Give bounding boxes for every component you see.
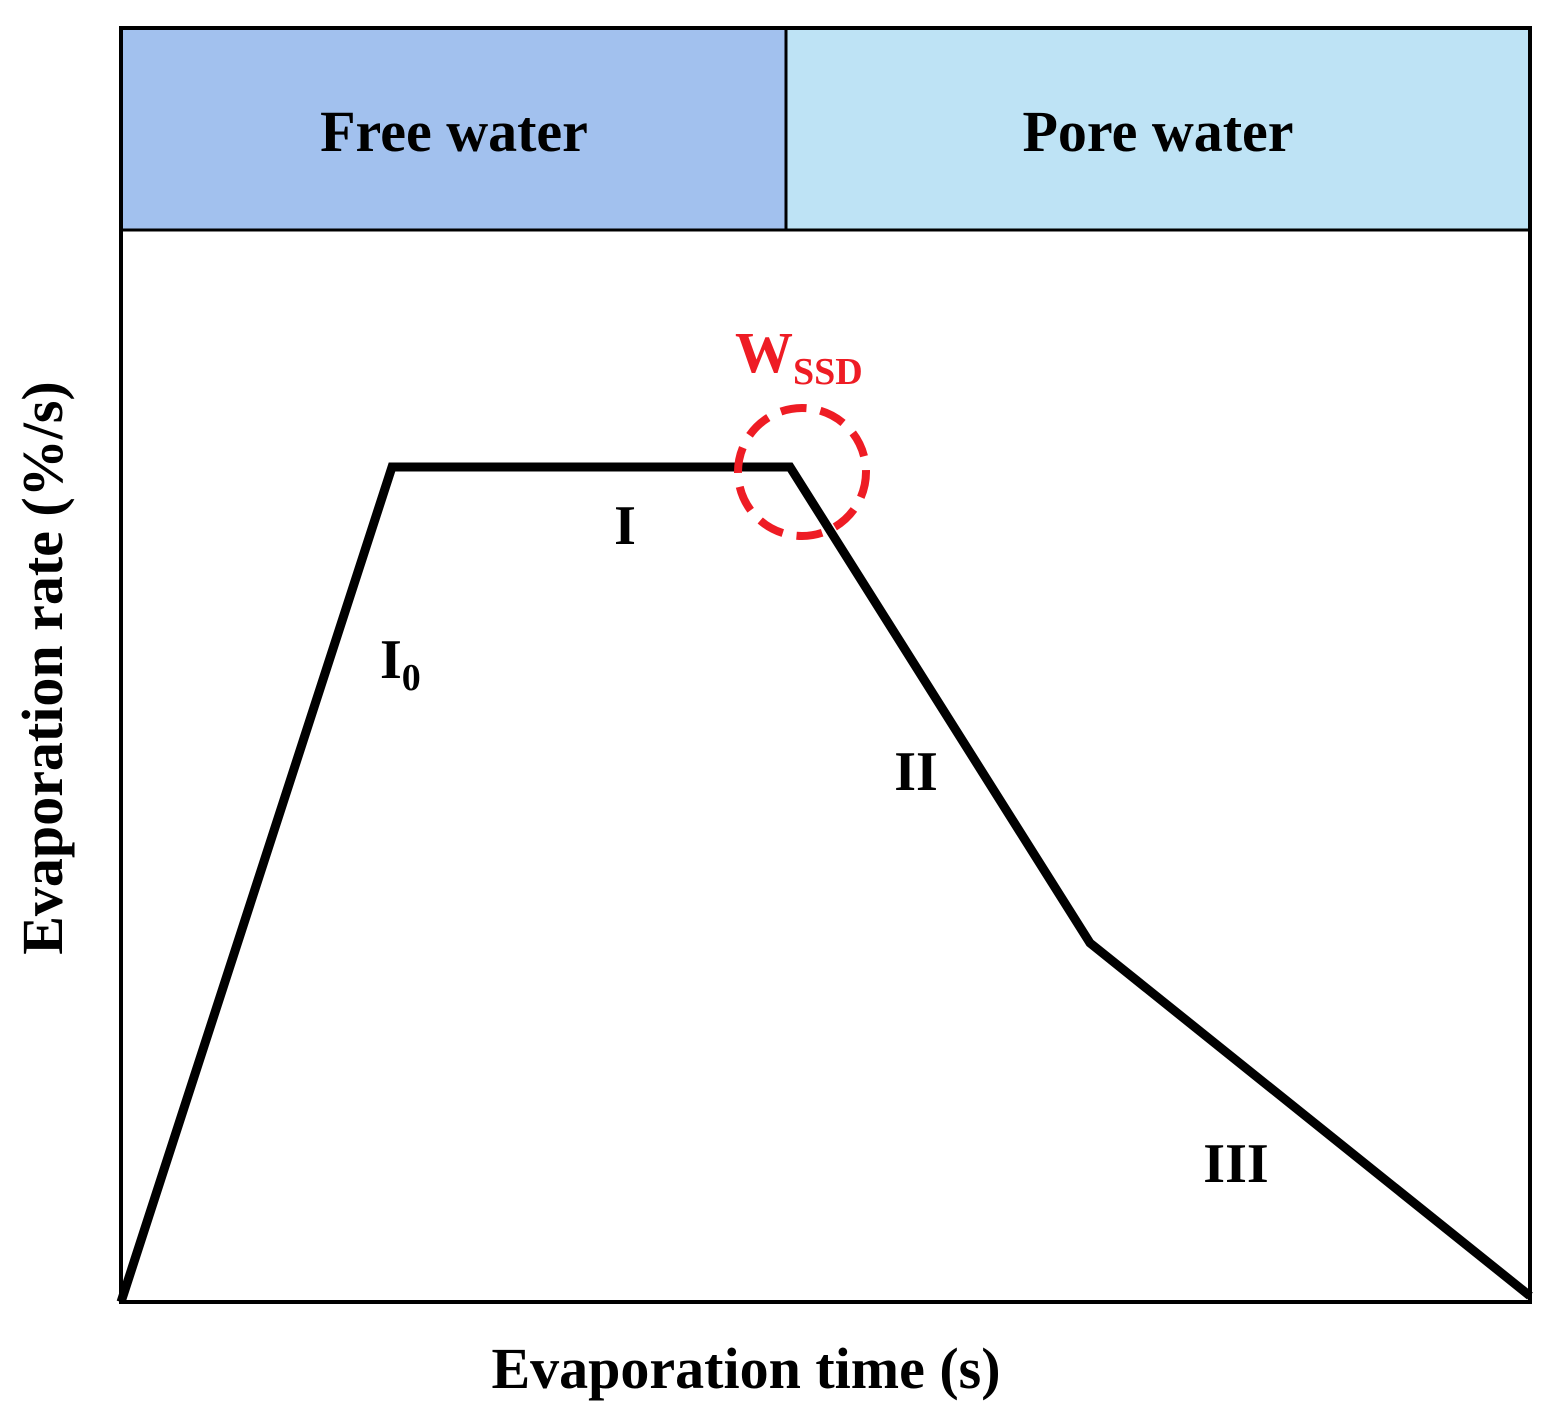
stage-i0-label: I0 — [380, 629, 421, 699]
free-water-label: Free water — [320, 99, 588, 164]
stage-i0-subscript: 0 — [402, 657, 421, 699]
wssd-subscript: SSD — [793, 351, 863, 393]
stage-iii-label: III — [1203, 1133, 1268, 1195]
y-axis-label: Evaporation rate (%/s) — [10, 381, 75, 955]
stage-i-label: I — [614, 495, 636, 557]
evaporation-rate-curve — [116, 462, 1533, 1304]
wssd-main: W — [735, 320, 793, 385]
stage-ii-label: II — [894, 741, 938, 803]
plot-frame — [119, 26, 1532, 1304]
wssd-label: WSSD — [735, 320, 863, 393]
wssd-marker-circle — [734, 404, 870, 540]
pore-water-label: Pore water — [1022, 99, 1293, 164]
stage-i0-main: I — [380, 629, 402, 691]
pore-water-region — [784, 26, 1532, 232]
free-water-region — [119, 26, 788, 232]
x-axis-label: Evaporation time (s) — [491, 1336, 1000, 1401]
